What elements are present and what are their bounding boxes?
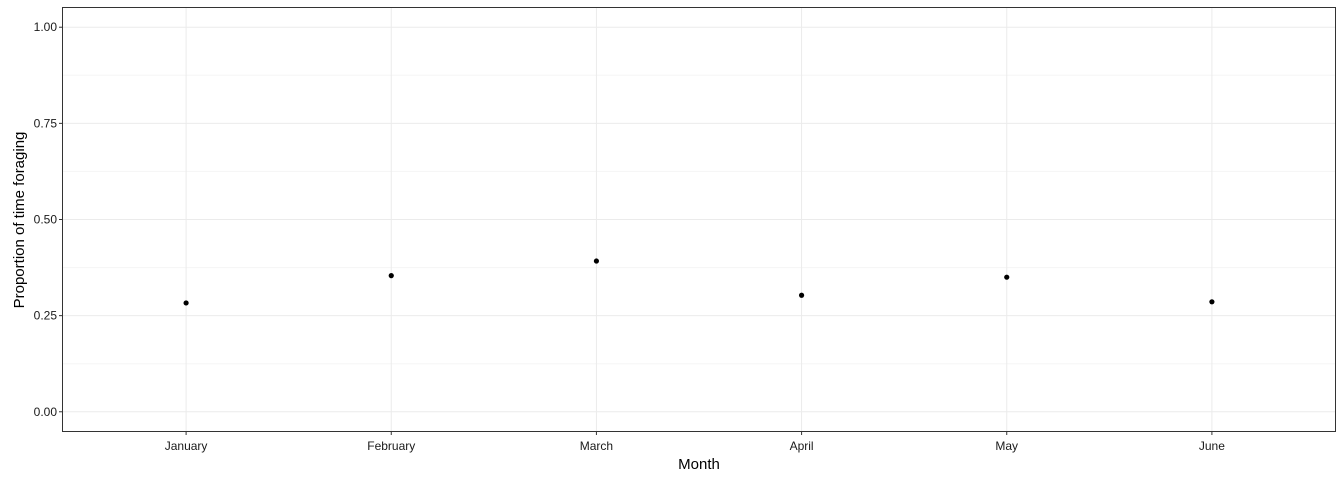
minor-gridlines <box>63 74 1335 365</box>
x-tick-label: June <box>1199 439 1225 453</box>
data-point <box>593 258 600 264</box>
y-tick-label: 0.25 <box>34 309 58 323</box>
data-points <box>183 258 1215 306</box>
y-axis-title: Proportion of time foraging <box>11 132 28 309</box>
x-tick-label: May <box>995 439 1018 453</box>
y-tick-label: 0.00 <box>34 405 58 419</box>
y-tick-label: 0.50 <box>34 213 58 227</box>
x-tick-label: April <box>790 439 814 453</box>
data-point <box>388 273 394 279</box>
data-point <box>183 300 189 306</box>
x-axis: January February March April May June <box>165 431 1225 453</box>
data-point <box>798 292 805 298</box>
y-tick-label: 0.75 <box>34 116 58 130</box>
data-point <box>1209 299 1215 305</box>
x-tick-label: January <box>165 439 208 453</box>
x-axis-title: Month <box>678 456 720 473</box>
data-point <box>1004 274 1010 280</box>
major-gridlines <box>63 8 1335 431</box>
y-axis: 0.00 0.25 0.50 0.75 1.00 <box>34 20 63 419</box>
x-tick-label: March <box>580 439 613 453</box>
y-tick-label: 1.00 <box>34 20 58 34</box>
x-tick-label: February <box>367 439 415 453</box>
